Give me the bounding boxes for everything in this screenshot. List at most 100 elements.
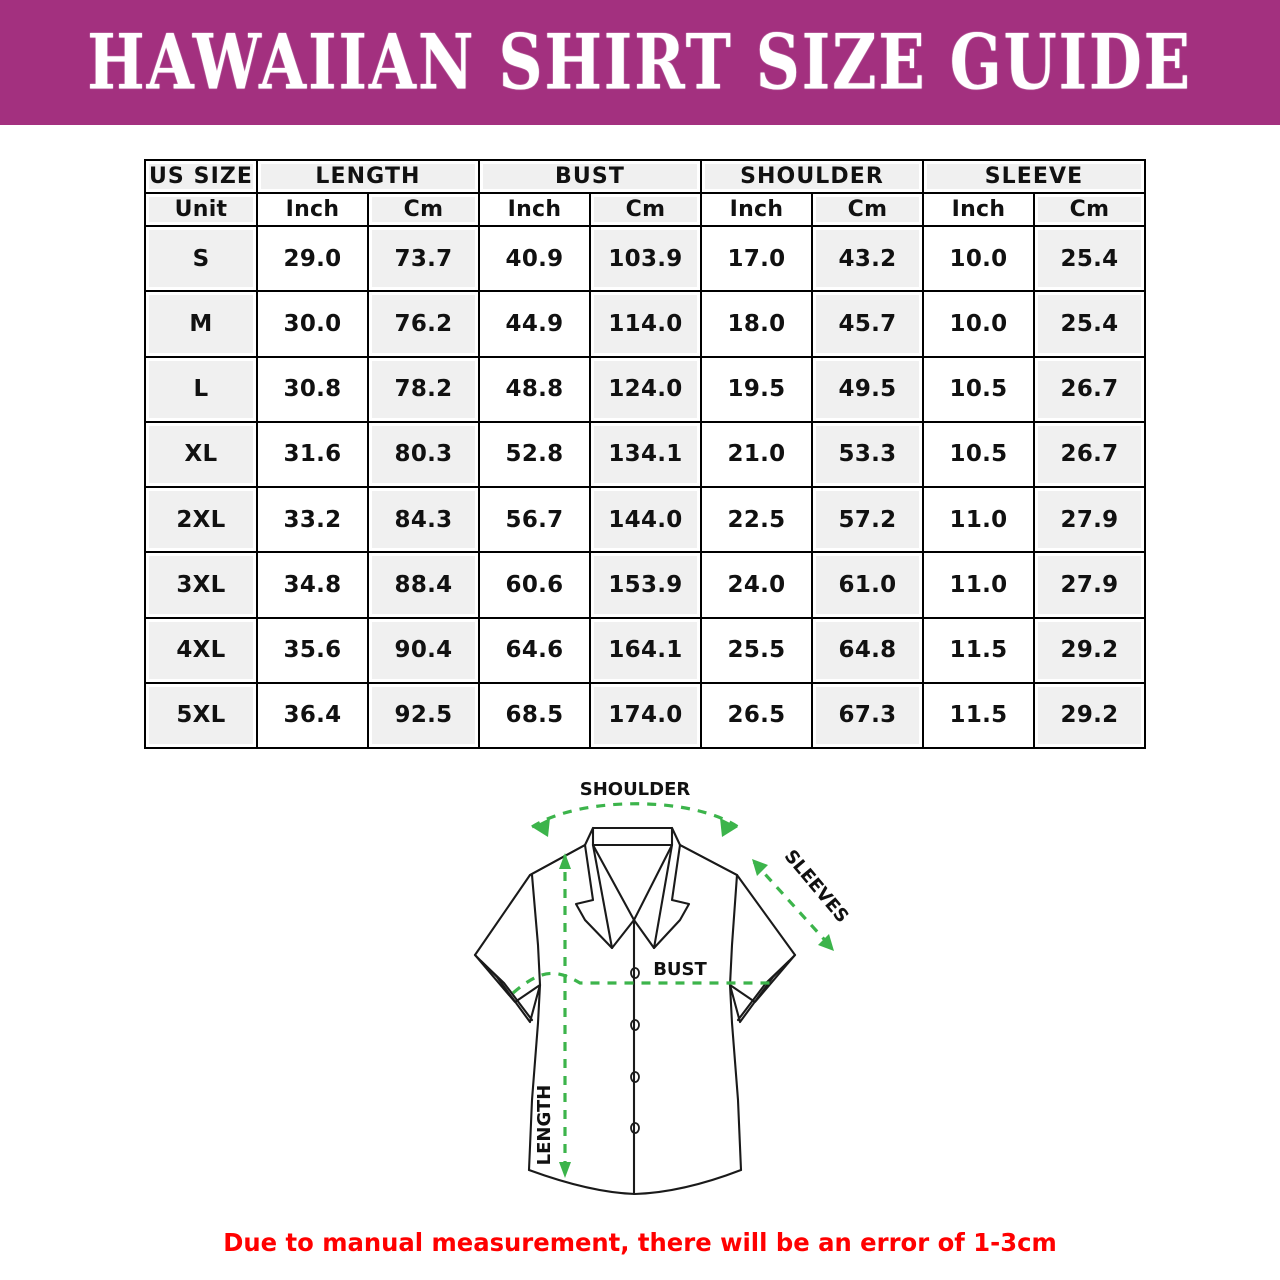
- measurement-cell: 61.0: [811, 551, 924, 619]
- size-chart-table-container: US SIZE LENGTH BUST SHOULDER SLEEVE Unit…: [144, 159, 1146, 750]
- unit-header-shoulder-inch: Inch: [700, 192, 813, 227]
- size-label-cell: 5XL: [144, 681, 258, 750]
- unit-header-length-inch: Inch: [256, 192, 369, 227]
- measurement-cell: 26.7: [1033, 420, 1146, 489]
- column-header-sleeve-label: SLEEVE: [984, 164, 1084, 189]
- measurement-cell: 29.2: [1033, 681, 1146, 750]
- header-banner: Hawaiian Shirt Size Guide: [0, 0, 1280, 125]
- measurement-cell: 30.8: [256, 355, 369, 423]
- measurement-cell: 10.5: [922, 420, 1035, 489]
- measurement-cell: 49.5: [811, 355, 924, 423]
- shoulder-label: SHOULDER: [580, 779, 691, 800]
- measurement-arrowheads-group: [532, 818, 834, 1178]
- measurement-cell: 18.0: [700, 290, 813, 358]
- measurement-cell: 21.0: [700, 420, 813, 489]
- table-header: US SIZE LENGTH BUST SHOULDER SLEEVE Unit…: [144, 159, 1146, 227]
- table-row: 2XL 33.2 84.3 56.7 144.0 22.5 57.2 11.0 27.9: [144, 485, 1146, 554]
- measurement-cell: 31.6: [256, 420, 369, 489]
- measurement-cell: 17.0: [700, 224, 813, 293]
- measurement-guides-group: [511, 802, 834, 1175]
- measurement-cell: 88.4: [367, 551, 480, 619]
- size-label-cell: S: [144, 224, 258, 293]
- table-row: 5XL 36.4 92.5 68.5 174.0 26.5 67.3 11.5 29.2: [144, 681, 1146, 750]
- measurement-cell: 43.2: [811, 224, 924, 293]
- sleeves-label: SLEEVES: [780, 846, 853, 927]
- page-title: Hawaiian Shirt Size Guide: [87, 17, 1193, 107]
- table-body: S 29.0 73.7 40.9 103.9 17.0 43.2 10.0 25.4 M 30.0 7…: [144, 224, 1146, 750]
- measurement-cell: 78.2: [367, 355, 480, 423]
- measurement-cell: 11.5: [922, 616, 1035, 684]
- measurement-cell: 64.8: [811, 616, 924, 684]
- measurement-cell: 25.5: [700, 616, 813, 684]
- measurement-cell: 33.2: [256, 485, 369, 554]
- measurement-cell: 84.3: [367, 485, 480, 554]
- measurement-cell: 10.0: [922, 224, 1035, 293]
- measurement-cell: 11.0: [922, 485, 1035, 554]
- table-row: 3XL 34.8 88.4 60.6 153.9 24.0 61.0 11.0 27.9: [144, 551, 1146, 619]
- shirt-buttons-group: [630, 967, 640, 1134]
- size-label-cell: XL: [144, 420, 258, 489]
- measurement-cell: 26.7: [1033, 355, 1146, 423]
- measurement-cell: 90.4: [367, 616, 480, 684]
- measurement-cell: 40.9: [478, 224, 591, 293]
- measurement-cell: 76.2: [367, 290, 480, 358]
- measurement-cell: 22.5: [700, 485, 813, 554]
- measurement-cell: 153.9: [589, 551, 702, 619]
- table-row: XL 31.6 80.3 52.8 134.1 21.0 53.3 10.5 26.7: [144, 420, 1146, 489]
- measurement-cell: 174.0: [589, 681, 702, 750]
- table-group-header-row: US SIZE LENGTH BUST SHOULDER SLEEVE: [144, 159, 1146, 194]
- table-row: M 30.0 76.2 44.9 114.0 18.0 45.7 10.0 25.4: [144, 290, 1146, 358]
- size-label-cell: L: [144, 355, 258, 423]
- table-row: S 29.0 73.7 40.9 103.9 17.0 43.2 10.0 25.4: [144, 224, 1146, 293]
- measurement-cell: 35.6: [256, 616, 369, 684]
- column-header-length: LENGTH: [256, 159, 480, 194]
- column-header-shoulder-label: SHOULDER: [740, 164, 884, 189]
- size-label-cell: 2XL: [144, 485, 258, 554]
- button-icon: [630, 1122, 640, 1134]
- shoulder-measure-line: [531, 802, 739, 829]
- measurement-cell: 27.9: [1033, 551, 1146, 619]
- table-row: 4XL 35.6 90.4 64.6 164.1 25.5 64.8 11.5 29.2: [144, 616, 1146, 684]
- measurement-cell: 134.1: [589, 420, 702, 489]
- measurement-cell: 124.0: [589, 355, 702, 423]
- shirt-outline-group: [473, 826, 797, 1196]
- measurement-cell: 10.0: [922, 290, 1035, 358]
- button-icon: [630, 967, 640, 979]
- measurement-cell: 164.1: [589, 616, 702, 684]
- column-header-bust: BUST: [478, 159, 702, 194]
- measurement-cell: 26.5: [700, 681, 813, 750]
- shirt-measurement-diagram: SHOULDER SLEEVES BUST LENGTH: [380, 770, 920, 1220]
- unit-header-shoulder-cm: Cm: [811, 192, 924, 227]
- arrow-up-icon: [559, 853, 571, 869]
- measurement-cell: 67.3: [811, 681, 924, 750]
- measurement-cell: 36.4: [256, 681, 369, 750]
- unit-header-length-cm: Cm: [367, 192, 480, 227]
- unit-header-unit: Unit: [144, 192, 258, 227]
- measurement-cell: 144.0: [589, 485, 702, 554]
- arrow-left-icon: [532, 818, 550, 837]
- column-header-us-size: US SIZE: [144, 159, 258, 194]
- size-label-cell: M: [144, 290, 258, 358]
- arrow-down-icon: [559, 1162, 571, 1178]
- measurement-cell: 11.0: [922, 551, 1035, 619]
- column-header-sleeve: SLEEVE: [922, 159, 1146, 194]
- measurement-cell: 73.7: [367, 224, 480, 293]
- measurement-cell: 48.8: [478, 355, 591, 423]
- measurement-cell: 68.5: [478, 681, 591, 750]
- measurement-cell: 45.7: [811, 290, 924, 358]
- measurement-cell: 25.4: [1033, 224, 1146, 293]
- column-header-bust-label: BUST: [555, 164, 625, 189]
- unit-header-bust-cm: Cm: [589, 192, 702, 227]
- arrow-up-icon: [752, 859, 768, 876]
- size-label-cell: 4XL: [144, 616, 258, 684]
- unit-header-sleeve-inch: Inch: [922, 192, 1035, 227]
- unit-header-sleeve-cm: Cm: [1033, 192, 1146, 227]
- button-icon: [630, 1019, 640, 1031]
- measurement-cell: 92.5: [367, 681, 480, 750]
- size-chart-table: US SIZE LENGTH BUST SHOULDER SLEEVE Unit…: [144, 159, 1146, 750]
- measurement-cell: 11.5: [922, 681, 1035, 750]
- column-header-length-label: LENGTH: [315, 164, 421, 189]
- measurement-cell: 56.7: [478, 485, 591, 554]
- unit-header-bust-inch: Inch: [478, 192, 591, 227]
- size-label-cell: 3XL: [144, 551, 258, 619]
